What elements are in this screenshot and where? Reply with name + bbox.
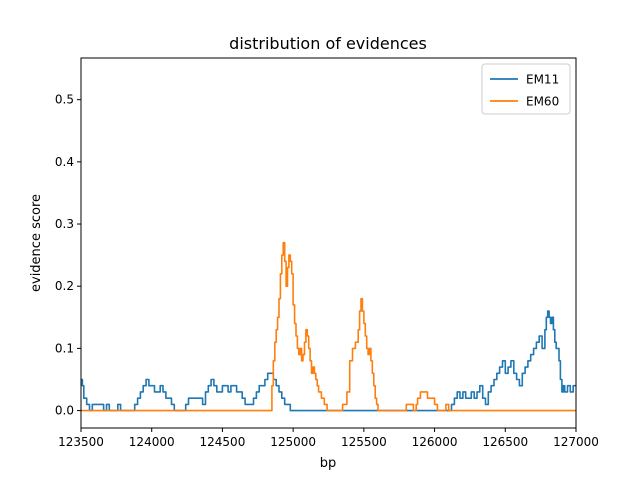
plot-lines [81, 241, 576, 412]
y-axis: 0.0 0.1 0.2 0.3 0.4 0.5 [55, 93, 81, 418]
x-tick-label: 124000 [129, 435, 175, 449]
y-tick-label: 0.0 [55, 404, 74, 418]
series-line-2 [81, 241, 576, 412]
x-axis: 123500 124000 124500 125000 125500 126000 1265… [58, 428, 599, 449]
x-axis-label: bp [320, 456, 337, 471]
y-tick-label: 0.3 [55, 217, 74, 231]
y-tick-label: 0.1 [55, 341, 74, 355]
legend-label-2: EM60 [526, 95, 559, 109]
y-tick-label: 0.2 [55, 279, 74, 293]
series-line-1 [81, 310, 576, 412]
legend: EM11 EM60 [481, 63, 571, 115]
plot-frame [80, 57, 577, 429]
x-tick-label: 125000 [270, 435, 316, 449]
y-tick-label: 0.5 [55, 93, 74, 107]
chart-title: distribution of evidences [229, 34, 427, 53]
x-tick-label: 126000 [412, 435, 458, 449]
y-tick-label: 0.4 [55, 155, 74, 169]
y-axis-label: evidence score [29, 194, 44, 292]
x-tick-label: 125500 [341, 435, 387, 449]
x-tick-label: 124500 [200, 435, 246, 449]
legend-label-1: EM11 [526, 73, 559, 87]
x-tick-label: 123500 [58, 435, 104, 449]
x-tick-label: 126500 [482, 435, 528, 449]
x-tick-label: 127000 [553, 435, 599, 449]
